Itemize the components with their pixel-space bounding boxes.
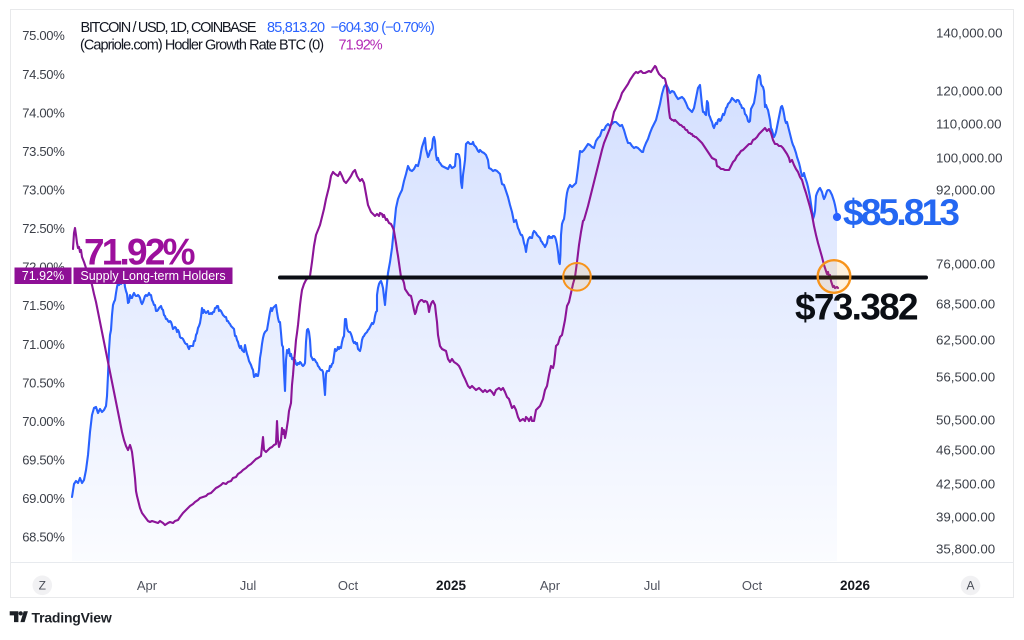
svg-text:72.50%: 72.50%	[22, 221, 65, 236]
svg-text:85,813.20 −604.30 (−0.70%): 85,813.20 −604.30 (−0.70%)	[267, 20, 434, 36]
svg-text:46,500.00: 46,500.00	[936, 443, 995, 458]
svg-text:BITCOIN / USD, 1D, COINBASE: BITCOIN / USD, 1D, COINBASE	[81, 20, 257, 36]
svg-text:120,000.00: 120,000.00	[936, 84, 1003, 99]
svg-text:2026: 2026	[840, 578, 871, 593]
svg-text:62,500.00: 62,500.00	[936, 333, 995, 348]
svg-text:71.00%: 71.00%	[22, 337, 65, 352]
svg-text:73.50%: 73.50%	[22, 144, 65, 159]
svg-text:110,000.00: 110,000.00	[936, 117, 1002, 132]
svg-text:$73.382: $73.382	[795, 287, 918, 328]
svg-text:74.50%: 74.50%	[22, 67, 65, 82]
svg-text:Jul: Jul	[644, 578, 661, 593]
svg-text:Apr: Apr	[540, 578, 561, 593]
svg-text:39,000.00: 39,000.00	[936, 510, 995, 525]
svg-text:56,500.00: 56,500.00	[936, 370, 995, 385]
svg-text:69.00%: 69.00%	[22, 491, 65, 506]
svg-text:A: A	[966, 579, 974, 593]
svg-text:140,000.00: 140,000.00	[936, 26, 1003, 41]
svg-text:TradingView: TradingView	[32, 610, 112, 626]
svg-text:74.00%: 74.00%	[22, 105, 65, 120]
svg-text:71.50%: 71.50%	[22, 298, 65, 313]
svg-text:Z: Z	[39, 578, 46, 592]
svg-text:42,500.00: 42,500.00	[936, 477, 995, 492]
svg-text:50,500.00: 50,500.00	[936, 413, 995, 428]
svg-text:69.50%: 69.50%	[22, 453, 65, 468]
svg-text:71.92%: 71.92%	[84, 232, 195, 273]
svg-text:92,000.00: 92,000.00	[936, 183, 995, 198]
svg-text:Oct: Oct	[338, 578, 359, 593]
svg-text:2025: 2025	[436, 578, 467, 593]
svg-text:71.92%: 71.92%	[339, 38, 383, 54]
svg-text:Apr: Apr	[137, 578, 158, 593]
svg-text:35,800.00: 35,800.00	[936, 542, 995, 557]
svg-text:70.50%: 70.50%	[22, 375, 65, 390]
svg-text:75.00%: 75.00%	[22, 28, 65, 43]
svg-text:Oct: Oct	[742, 578, 763, 593]
svg-text:Supply Long-term Holders: Supply Long-term Holders	[80, 269, 225, 283]
svg-text:100,000.00: 100,000.00	[936, 151, 1003, 166]
svg-text:70.00%: 70.00%	[22, 414, 65, 429]
svg-text:71.92%: 71.92%	[22, 269, 64, 283]
svg-text:Jul: Jul	[240, 578, 257, 593]
svg-text:76,000.00: 76,000.00	[936, 257, 995, 272]
svg-text:$85.813: $85.813	[843, 192, 959, 233]
svg-text:73.00%: 73.00%	[22, 183, 65, 198]
svg-text:(Capriole.com) Hodler Growth R: (Capriole.com) Hodler Growth Rate BTC (0…	[80, 38, 323, 54]
svg-text:68.50%: 68.50%	[22, 530, 65, 545]
svg-text:68,500.00: 68,500.00	[936, 297, 995, 312]
